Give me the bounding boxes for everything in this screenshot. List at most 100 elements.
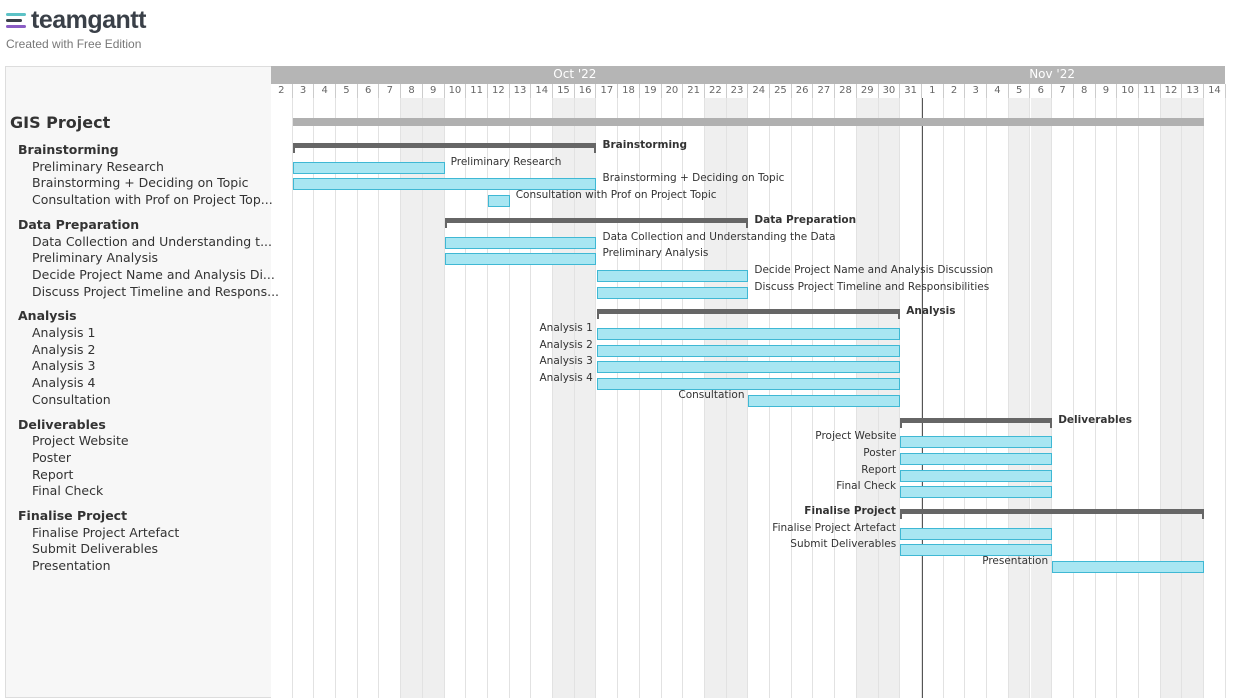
task-bar-label: Consultation [678, 388, 745, 401]
day-header-cell: 26 [792, 84, 814, 98]
sidebar-task-label[interactable]: Submit Deliverables [32, 541, 159, 557]
day-column [466, 98, 488, 698]
sidebar-task-label[interactable]: Report [32, 466, 74, 482]
task-bar[interactable] [488, 195, 510, 208]
project-summary-bar[interactable] [292, 118, 1205, 126]
month-label: Oct '22 [553, 67, 597, 81]
sidebar-task-label[interactable]: Preliminary Analysis [32, 250, 159, 266]
task-bar-label: Analysis 1 [539, 322, 593, 334]
task-sidebar [5, 66, 271, 698]
task-bar[interactable] [596, 286, 749, 299]
sidebar-task-label[interactable]: Poster [32, 449, 71, 465]
task-bar[interactable] [900, 452, 1053, 465]
task-bar[interactable] [748, 394, 901, 407]
task-bar[interactable] [900, 544, 1053, 557]
task-bar[interactable] [596, 378, 901, 391]
sidebar-group-label[interactable]: Deliverables [18, 416, 106, 432]
group-bar-label: Finalise Project [804, 505, 896, 517]
group-bar-label: Deliverables [1058, 413, 1132, 426]
day-column [271, 98, 293, 698]
sidebar-task-label[interactable]: Presentation [32, 558, 111, 574]
group-bar[interactable] [900, 417, 1053, 428]
task-bar[interactable] [900, 469, 1053, 482]
sidebar-task-label[interactable]: Analysis 4 [32, 375, 96, 391]
task-bar[interactable] [596, 269, 749, 282]
day-header-cell: 14 [1204, 84, 1226, 98]
day-header-cell: 27 [814, 84, 836, 98]
month-label: Nov '22 [1029, 67, 1075, 81]
day-header-cell: 8 [1074, 84, 1096, 98]
task-bar[interactable] [596, 328, 901, 340]
sidebar-group-label[interactable]: Brainstorming [18, 142, 119, 157]
sidebar-task-label[interactable]: Project Website [32, 433, 129, 449]
sidebar-task-label[interactable]: Preliminary Research [32, 158, 164, 174]
day-column [726, 98, 749, 698]
day-column [705, 98, 727, 698]
day-header-cell: 11 [1139, 84, 1161, 98]
day-header-cell: 17 [597, 84, 619, 98]
day-column [1030, 98, 1053, 698]
group-bar[interactable] [292, 143, 597, 153]
group-bar-label: Brainstorming [602, 139, 688, 151]
sidebar-task-label[interactable]: Analysis 2 [32, 341, 96, 357]
tagline: Created with Free Edition [6, 37, 142, 51]
sidebar-task-label[interactable]: Discuss Project Timeline and Respons... [32, 283, 280, 299]
task-bar[interactable] [900, 486, 1053, 499]
day-column [1139, 98, 1161, 698]
task-bar[interactable] [900, 527, 1053, 540]
month-header [271, 66, 1225, 84]
day-header-cell: 19 [640, 84, 662, 98]
task-bar-label: Analysis 4 [539, 372, 593, 385]
task-bar[interactable] [292, 178, 597, 191]
day-header-cell: 6 [1031, 84, 1053, 98]
sidebar-task-label[interactable]: Consultation [32, 391, 111, 407]
day-column [965, 98, 988, 698]
sidebar-task-label[interactable]: Consultation with Prof on Project Top... [32, 192, 273, 208]
task-bar[interactable] [596, 361, 901, 374]
task-bar-label: Consultation with Prof on Project Topic [515, 189, 717, 202]
task-bar[interactable] [900, 436, 1053, 449]
day-header-cell: 12 [1161, 84, 1183, 98]
task-bar-label: Discuss Project Timeline and Responsibil… [754, 280, 990, 293]
day-column [293, 98, 315, 698]
day-header-cell: 15 [553, 84, 575, 98]
task-bar[interactable] [444, 253, 597, 266]
sidebar-task-label[interactable]: Finalise Project Artefact [32, 524, 180, 540]
sidebar-group-label[interactable]: Analysis [18, 308, 77, 324]
sidebar-task-label[interactable]: Brainstorming + Deciding on Topic [32, 175, 249, 191]
day-header-cell: 4 [314, 84, 337, 98]
sidebar-group-label[interactable]: Finalise Project [18, 508, 128, 523]
day-column [640, 98, 662, 698]
day-header-cell: 24 [748, 84, 771, 98]
task-bar[interactable] [596, 344, 901, 357]
day-column [510, 98, 532, 698]
day-column [944, 98, 966, 698]
day-header-cell: 4 [987, 84, 1009, 98]
sidebar-group-label[interactable]: Data Preparation [18, 216, 140, 232]
day-header-cell: 12 [488, 84, 510, 98]
sidebar-task-label[interactable]: Data Collection and Understanding t... [32, 233, 273, 249]
sidebar-task-label[interactable]: Decide Project Name and Analysis Di... [32, 266, 275, 282]
sidebar-task-label[interactable]: Final Check [32, 483, 104, 499]
group-bar[interactable] [596, 309, 901, 320]
task-bar-label: Preliminary Research [450, 155, 562, 168]
task-bar-label: Finalise Project Artefact [772, 521, 897, 534]
sidebar-task-label[interactable]: Analysis 3 [32, 358, 96, 374]
task-bar[interactable] [444, 236, 597, 249]
day-column [597, 98, 619, 698]
day-header-cell: 22 [705, 84, 727, 98]
task-bar[interactable] [1052, 561, 1205, 574]
task-bar-label: Brainstorming + Deciding on Topic [602, 172, 785, 185]
sidebar-task-label[interactable]: Analysis 1 [32, 325, 96, 340]
project-title[interactable]: GIS Project [10, 113, 111, 132]
task-bar-label: Poster [863, 446, 897, 459]
task-bar[interactable] [292, 161, 445, 174]
group-bar[interactable] [444, 217, 749, 228]
group-bar[interactable] [900, 509, 1205, 519]
day-header-cell: 20 [662, 84, 684, 98]
group-bar-label: Data Preparation [754, 213, 857, 226]
day-header-cell: 14 [531, 84, 554, 98]
day-header-cell: 30 [879, 84, 901, 98]
day-column [488, 98, 510, 698]
day-header-cell: 7 [1052, 84, 1074, 98]
